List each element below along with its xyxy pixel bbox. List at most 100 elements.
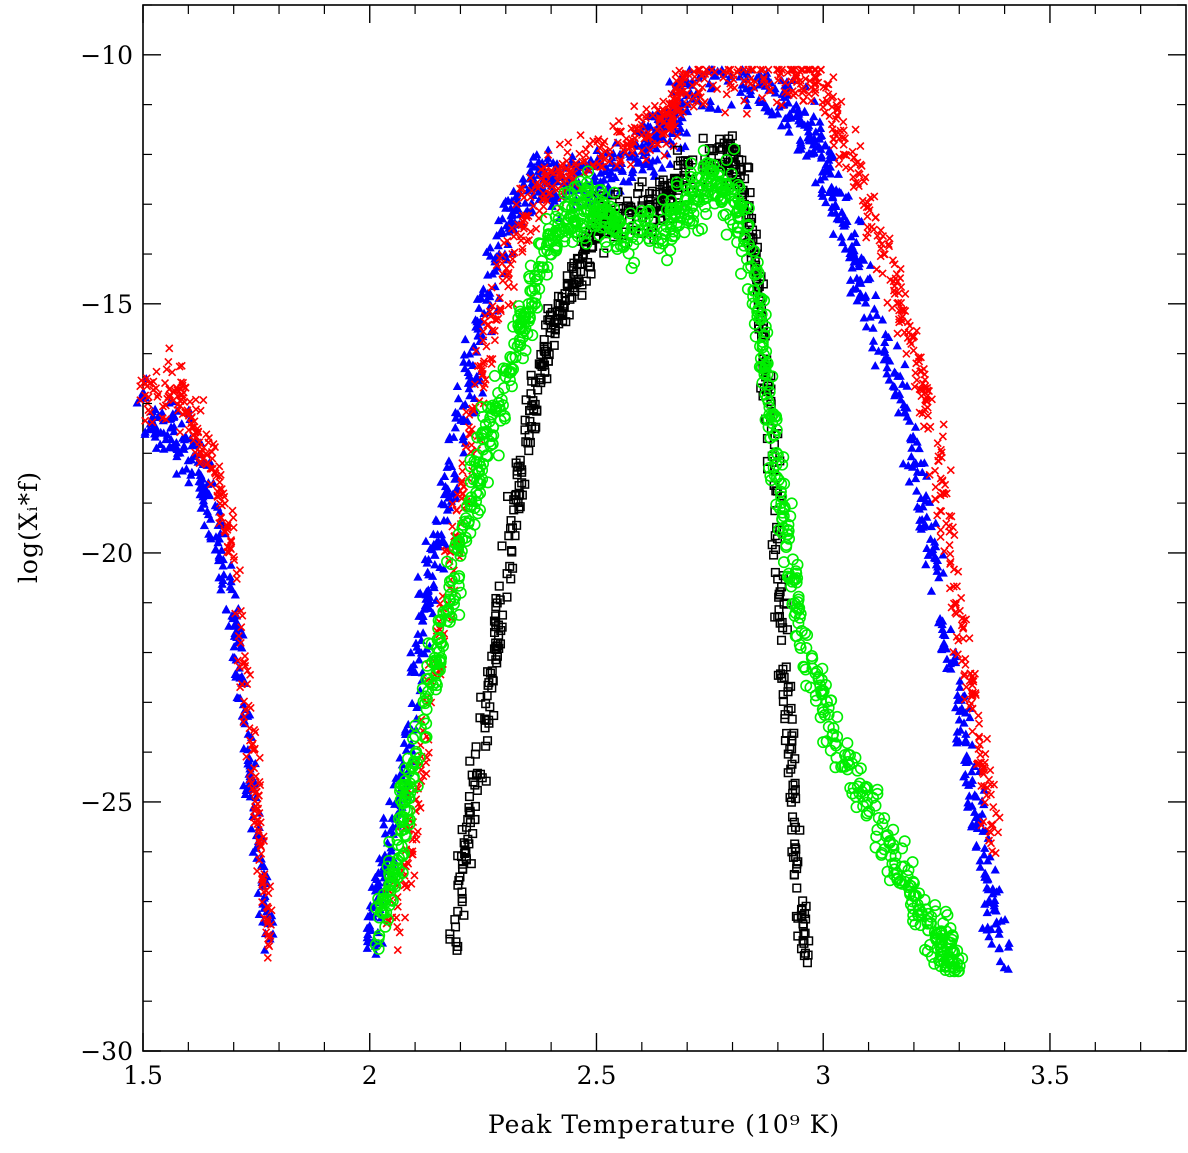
cross-point (828, 125, 837, 134)
triangle-point (406, 663, 416, 672)
circle-point (497, 362, 510, 375)
cross-point (509, 282, 519, 292)
triangle-point (931, 542, 941, 551)
cross-point (152, 367, 161, 376)
triangle-point (214, 507, 225, 516)
triangle-point (380, 829, 390, 838)
cross-point (532, 224, 541, 233)
triangle-point (590, 172, 600, 181)
cross-point (257, 849, 266, 858)
cross-point (790, 65, 799, 74)
cross-point (576, 131, 585, 140)
square-point (483, 667, 493, 677)
cross-point (634, 113, 643, 122)
cross-point (213, 487, 222, 496)
triangle-point (782, 120, 793, 129)
cross-point (626, 160, 635, 169)
triangle-point (477, 289, 487, 298)
circle-point (872, 812, 885, 825)
triangle-point (379, 813, 389, 822)
triangle-point (439, 499, 450, 509)
triangle-point (742, 100, 753, 110)
cross-point (909, 346, 918, 355)
cross-point (250, 812, 260, 821)
cross-point (400, 881, 409, 890)
square-point (786, 681, 796, 691)
triangle-point (175, 448, 185, 457)
triangle-point (237, 671, 247, 681)
circle-point (742, 261, 755, 274)
cross-point (895, 318, 904, 327)
triangle-point (641, 159, 651, 168)
cross-point (393, 902, 402, 911)
square-point (645, 189, 655, 199)
triangle-point (225, 572, 235, 581)
circle-point (687, 207, 700, 220)
circle-point (738, 233, 751, 246)
square-point (790, 822, 801, 832)
cross-point (178, 390, 187, 399)
triangle-point (919, 458, 930, 467)
cross-point (217, 484, 226, 494)
triangle-point (856, 292, 866, 302)
circle-point (902, 864, 915, 877)
cross-point (259, 887, 268, 896)
triangle-point (466, 375, 476, 384)
triangle-point (464, 358, 474, 367)
cross-point (670, 96, 680, 105)
cross-point (870, 192, 879, 201)
square-point (655, 198, 665, 208)
triangle-point (955, 676, 965, 685)
circle-point (945, 933, 958, 946)
square-point (471, 742, 481, 752)
cross-point (980, 781, 989, 791)
cross-point (154, 390, 163, 399)
triangle-point (711, 71, 721, 80)
circle-point (775, 477, 788, 490)
cross-point (516, 184, 525, 193)
triangle-point (844, 252, 855, 262)
circle-point (784, 510, 797, 523)
circle-point (626, 231, 639, 244)
circle-point (849, 751, 862, 764)
triangle-point (773, 109, 783, 118)
cross-point (510, 248, 519, 257)
circle-point (631, 233, 644, 246)
triangle-point (155, 439, 165, 449)
cross-point (207, 447, 216, 456)
triangle-point (549, 196, 559, 205)
circle-point (542, 222, 555, 235)
cross-point (974, 744, 983, 753)
cross-point (982, 791, 991, 800)
triangle-point (912, 502, 922, 511)
circle-point (495, 393, 508, 406)
cross-point (471, 346, 481, 355)
cross-point (245, 724, 254, 733)
cross-point (833, 111, 842, 121)
triangle-point (881, 329, 891, 339)
cross-point (416, 803, 425, 812)
square-point (489, 627, 500, 638)
triangle-point (149, 421, 159, 430)
circle-point (700, 207, 713, 220)
triangle-point (959, 718, 969, 727)
cross-point (526, 227, 535, 236)
triangle-point (226, 560, 236, 569)
cross-point (189, 436, 198, 445)
square-point (672, 145, 682, 155)
triangle-point (362, 932, 372, 942)
cross-point (682, 89, 691, 98)
cross-point (816, 65, 825, 74)
circle-point (678, 226, 691, 239)
cross-point (949, 648, 958, 657)
circle-point (775, 490, 788, 503)
cross-point (692, 79, 701, 88)
circle-point (641, 211, 654, 224)
square-point (510, 531, 520, 541)
cross-point (492, 261, 501, 270)
cross-point (613, 138, 622, 147)
triangle-point (379, 861, 389, 871)
cross-point (947, 603, 956, 612)
triangle-point (861, 291, 871, 300)
triangle-point (386, 846, 397, 855)
